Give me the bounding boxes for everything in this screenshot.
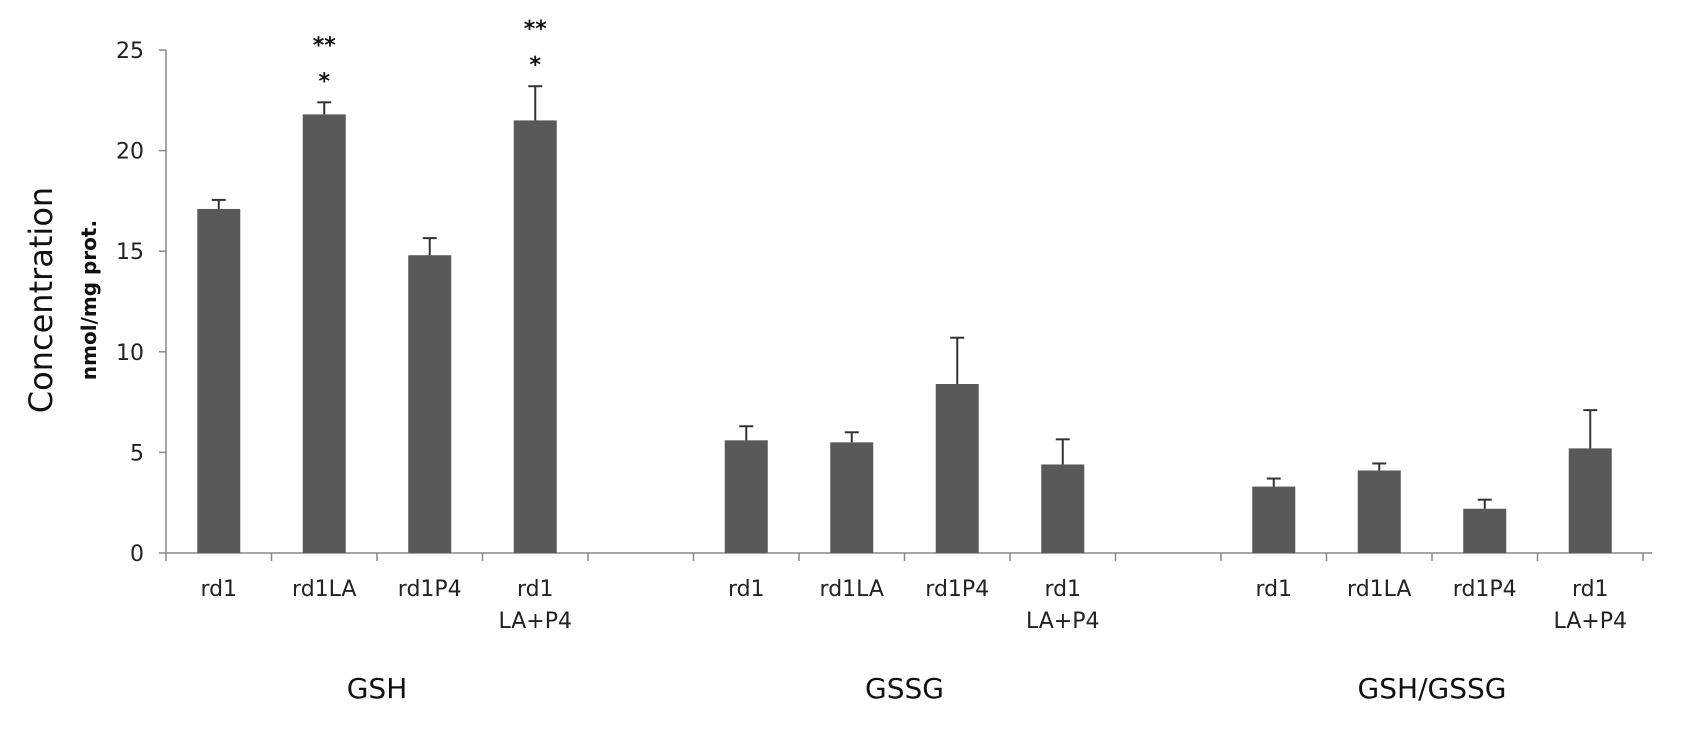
category-label: rd1LA [820, 577, 884, 602]
category-label: rd1 [728, 577, 765, 602]
y-axis-unit-label: nmol/mg prot. [77, 220, 101, 380]
bar [935, 383, 979, 553]
y-tick-label: 15 [116, 240, 144, 265]
group-label: GSH/GSSG [1358, 672, 1507, 705]
category-label: LA+P4 [1026, 609, 1100, 634]
category-label: rd1P4 [1453, 577, 1517, 602]
significance-mark: ** [313, 33, 337, 58]
y-tick-label: 25 [116, 39, 144, 64]
bar [1463, 508, 1507, 553]
bar [513, 120, 557, 554]
y-tick-label: 0 [130, 542, 144, 567]
group-label: GSSG [865, 672, 944, 705]
category-label: rd1P4 [925, 577, 989, 602]
category-label: LA+P4 [498, 609, 572, 634]
bar [1252, 486, 1296, 553]
category-label: rd1P4 [398, 577, 462, 602]
category-label: rd1LA [292, 577, 356, 602]
significance-mark: * [318, 69, 330, 94]
category-label: rd1LA [1347, 577, 1411, 602]
y-axis-label: Concentration [22, 187, 60, 413]
bar [408, 255, 452, 553]
category-label: rd1 [1044, 577, 1081, 602]
y-tick-label: 10 [116, 341, 144, 366]
axes: 0 5 10 15 20 25 [116, 39, 1652, 567]
bar [830, 442, 874, 553]
bar [1568, 448, 1612, 553]
category-label: rd1 [1255, 577, 1292, 602]
bar [197, 208, 241, 553]
significance-mark: * [529, 53, 541, 78]
group-label: GSH [347, 672, 408, 705]
bar [1357, 470, 1401, 553]
y-axis-title: Concentration nmol/mg prot. [22, 187, 101, 413]
y-tick-label: 5 [130, 441, 144, 466]
category-label: LA+P4 [1553, 609, 1627, 634]
category-label: rd1 [200, 577, 237, 602]
significance-mark: ** [524, 17, 548, 42]
bar [302, 114, 346, 553]
bars: ****** [197, 17, 1612, 554]
bar [1041, 464, 1085, 553]
category-label: rd1 [517, 577, 554, 602]
category-labels: rd1 rd1LA rd1P4 rd1 LA+P4 GSH rd1 rd1LA rd1P4 rd1… [200, 577, 1627, 705]
category-label: rd1 [1572, 577, 1609, 602]
y-tick-label: 20 [116, 140, 144, 165]
bar [724, 440, 768, 553]
